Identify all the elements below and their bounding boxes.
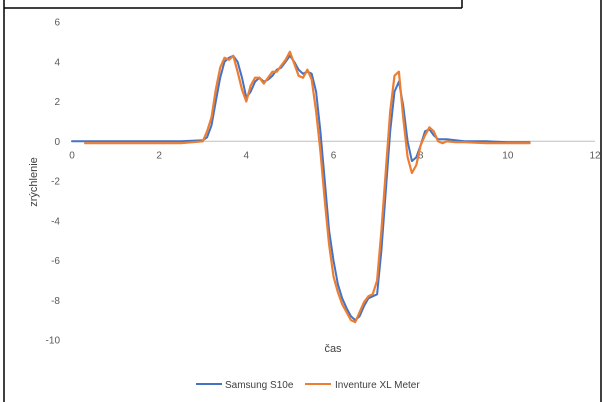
y-tick-label: -8 <box>51 296 60 307</box>
x-tick-label: 12 <box>589 150 601 161</box>
y-tick-label: -4 <box>51 216 60 227</box>
y-tick-label: 6 <box>54 18 60 29</box>
x-axis-title: čas <box>324 343 342 355</box>
y-tick-labels: 6 4 2 0 -2 -4 -6 -8 -10 <box>46 18 61 347</box>
x-tick-label: 2 <box>156 150 162 161</box>
x-tick-label: 10 <box>502 150 514 161</box>
y-tick-label: 2 <box>54 97 60 108</box>
legend: Samsung S10e Inventure XL Meter <box>196 380 420 391</box>
y-axis-title: zrýchlenie <box>28 157 40 207</box>
series-line-inventure-xl-meter <box>83 50 531 324</box>
x-tick-label: 8 <box>418 150 424 161</box>
y-tick-label: -10 <box>46 336 61 347</box>
series-line-samsung-s10e <box>71 54 531 322</box>
y-tick-label: -6 <box>51 256 60 267</box>
legend-label-samsung: Samsung S10e <box>225 380 294 391</box>
plot-series <box>71 50 531 324</box>
x-tick-label: 0 <box>69 150 75 161</box>
x-tick-label: 6 <box>331 150 337 161</box>
y-tick-label: 4 <box>54 57 60 68</box>
legend-label-inventure: Inventure XL Meter <box>335 380 420 391</box>
x-tick-label: 4 <box>244 150 250 161</box>
y-tick-label: 0 <box>54 137 60 148</box>
y-tick-label: -2 <box>51 177 60 188</box>
x-tick-labels: 0 2 4 6 8 10 12 <box>69 150 601 161</box>
